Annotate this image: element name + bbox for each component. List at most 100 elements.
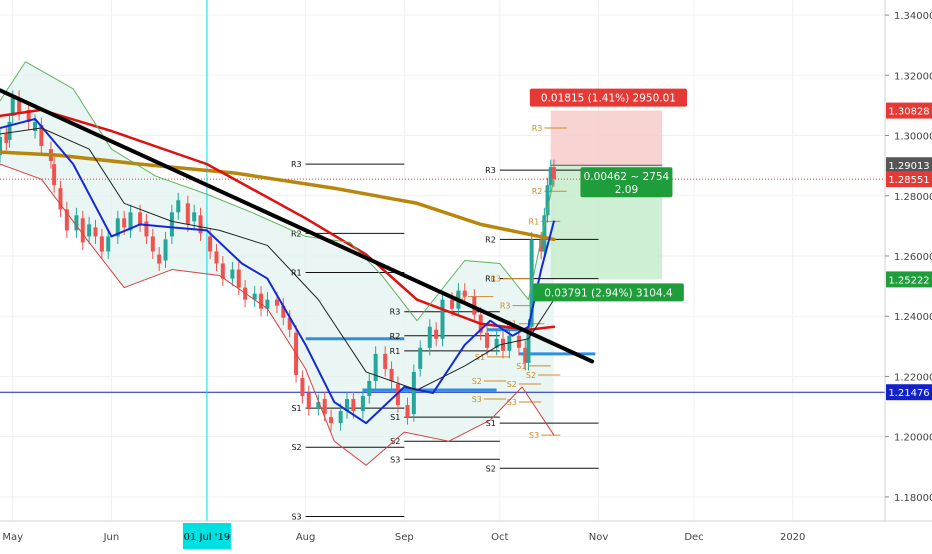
candle-body: [52, 164, 57, 186]
candle-body: [252, 293, 257, 300]
series-bb_upper: [0, 61, 555, 322]
y-tick-label: 1.20000: [894, 433, 932, 444]
pivot-label-orange: R3: [500, 302, 511, 311]
candle-body: [7, 121, 12, 141]
candle-body: [26, 109, 31, 122]
pivot-label: R1: [291, 269, 302, 278]
x-tick-highlight: [182, 523, 231, 549]
pivot-label-orange: R3: [490, 275, 501, 284]
pivot-label: S2: [390, 437, 400, 446]
series-ma_gold: [0, 150, 556, 242]
candle-body: [33, 121, 38, 132]
candle-body: [389, 368, 394, 381]
x-tick-label: Sep: [395, 532, 414, 543]
pivot-label: S2: [291, 443, 301, 452]
candle-body: [259, 293, 264, 309]
pivot-label: S1: [390, 413, 400, 422]
x-tick-label: Jun: [103, 532, 120, 543]
y-tick-label: 1.22000: [894, 372, 932, 383]
candle-body: [128, 212, 133, 231]
candle-body: [516, 335, 521, 348]
candle-body: [411, 371, 416, 415]
y-tick-label: 1.30000: [894, 132, 932, 143]
candle-body: [265, 299, 270, 309]
series-ma_blue: [0, 117, 555, 425]
price-tag-bg: [886, 271, 932, 288]
x-tick-label: 2020: [780, 532, 805, 543]
candle-body: [39, 124, 44, 147]
candle-body: [383, 353, 388, 369]
pivot-label: R3: [291, 160, 302, 169]
candle-body: [281, 305, 286, 318]
pivot-label-orange: S3: [472, 395, 482, 404]
candle-body: [545, 185, 550, 216]
pivot-label-orange: S2: [472, 377, 482, 386]
price-tag: 1.28551: [888, 175, 929, 186]
pivot-label: R2: [390, 332, 401, 341]
candle-body: [500, 338, 505, 351]
candle-body: [338, 411, 343, 424]
candle-body: [80, 218, 85, 243]
candle-body: [198, 215, 203, 234]
candle-body: [462, 290, 467, 297]
x-tick-label: May: [2, 532, 23, 543]
series-ma_red: [0, 108, 556, 332]
time-axis-bg: [0, 521, 932, 550]
x-tick-label: Nov: [589, 532, 609, 543]
pivot-label: R3: [485, 166, 496, 175]
candle-body: [220, 263, 225, 279]
pivot-label-orange: S1: [475, 353, 485, 362]
pivot-label: R2: [485, 235, 496, 244]
series-bb_lower: [0, 163, 555, 466]
candle-body: [274, 299, 279, 306]
target-label-bg: [529, 88, 688, 107]
pivot-label-orange: S2: [507, 380, 517, 389]
candle-body: [214, 251, 219, 264]
pivot-label-orange: R2: [532, 187, 543, 196]
candle-body: [344, 399, 349, 412]
candle-body: [395, 383, 400, 406]
candle-body: [87, 224, 92, 237]
candle-body: [551, 167, 556, 180]
candle-body: [494, 338, 499, 348]
pivot-label-orange: R3: [532, 124, 543, 133]
candle-body: [10, 97, 15, 116]
candle-body: [351, 399, 356, 412]
y-tick-label: 1.26000: [894, 252, 932, 263]
candle-body: [418, 347, 423, 369]
candle-body: [405, 405, 410, 418]
price-tag: 1.21476: [888, 388, 929, 399]
candle-body: [287, 317, 292, 330]
candle-body: [434, 329, 439, 339]
ratio-label: 2.09: [615, 184, 638, 196]
y-tick-label: 1.18000: [894, 493, 932, 504]
pivot-label: S2: [486, 464, 496, 473]
pivot-label: S3: [390, 455, 400, 464]
candle-body: [176, 200, 181, 213]
candle-body: [236, 269, 241, 288]
price-tag: 1.30828: [888, 107, 929, 118]
candle-body: [144, 221, 149, 237]
pivot-label: S1: [291, 404, 301, 413]
trendline: [0, 88, 595, 364]
candle-body: [360, 396, 365, 412]
candle-body: [548, 167, 553, 186]
y-tick-label: 1.34000: [894, 11, 932, 22]
y-tick-label: 1.32000: [894, 71, 932, 82]
candle-body: [523, 347, 528, 363]
price-tag-bg: [886, 102, 932, 119]
candle-body: [450, 299, 455, 309]
candle-body: [539, 239, 544, 252]
stop-label: 0.03791 (2.94%) 3104.4: [544, 287, 673, 299]
y-tick-label: 1.28000: [894, 192, 932, 203]
pivot-label: R1: [390, 347, 401, 356]
candle-body: [150, 236, 155, 252]
series-ma_thin: [0, 127, 555, 391]
price-tag-bg: [886, 171, 932, 188]
x-tick-label: Dec: [684, 532, 703, 543]
candle-body: [485, 332, 490, 348]
center-label-bg: [580, 167, 673, 198]
pivot-label: R3: [390, 308, 401, 317]
candle-body: [230, 269, 235, 279]
